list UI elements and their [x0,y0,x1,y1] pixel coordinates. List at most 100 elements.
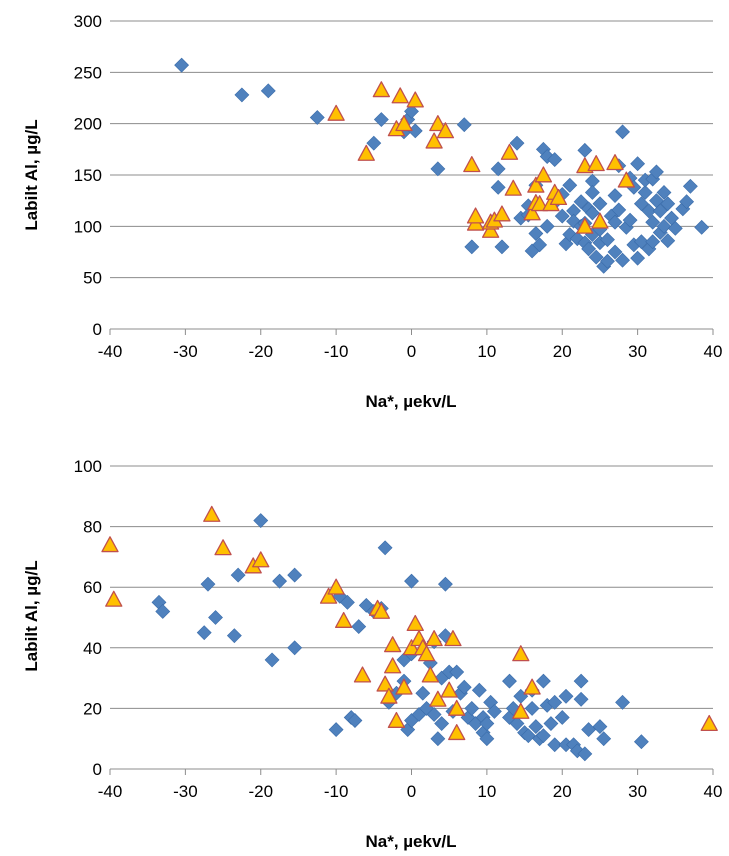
bottom-triangle-point [384,636,402,653]
top-triangle-point [504,179,522,196]
bottom-diamond-point [230,567,246,583]
top-triangle-point [493,205,511,222]
bottom-triangle-point [425,630,443,647]
top-diamond-point [637,185,653,200]
bottom-triangle-point [252,551,270,568]
bottom-diamond-point [592,719,608,735]
bottom-triangle-point [448,723,466,741]
bottom-diamond-point [502,673,517,689]
top-diamond-point [584,185,600,200]
bottom-triangle-point [384,657,402,674]
top-triangle-point [606,154,624,171]
bottom-triangle-point [105,590,123,607]
bottom-triangle-point [444,630,462,647]
bottom-x-tick-label: 20 [553,782,572,801]
top-triangle-point [436,122,455,139]
bottom-diamond-point [486,704,502,719]
top-x-tick-label: -10 [324,342,349,361]
bottom-triangle-point [700,714,718,731]
top-diamond-point [660,233,676,249]
top-triangle-point [617,171,635,188]
bottom-diamond-point [547,737,563,753]
bottom-triangle-point [421,666,439,683]
bottom-y-tick-label: 0 [93,760,102,779]
top-triangle-point [406,91,424,108]
bottom-x-tick-label: 0 [407,782,416,801]
bottom-diamond-point [200,576,216,592]
bottom-diamond-point [456,679,472,695]
top-diamond-point [645,214,661,230]
top-triangle-point [523,204,541,221]
bottom-triangle-point [417,645,436,662]
bottom-triangle-point [203,505,221,522]
bottom-diamond-point [272,573,288,589]
bottom-diamond-point [404,573,419,589]
bottom-diamond-point [479,716,495,731]
bottom-triangle-point [327,578,345,595]
top-triangle-point [576,217,594,234]
top-diamond-point [509,135,525,151]
top-diamond-point [309,110,325,125]
top-triangle-point [372,81,391,98]
top-y-tick-label: 300 [74,12,102,31]
top-x-axis-title: Na*, µekv/L [365,392,456,411]
top-diamond-point [581,241,597,257]
top-triangle-point [527,176,545,193]
bottom-diamond-point [434,716,450,731]
top-diamond-point [649,164,664,180]
top-diamond-point [404,103,419,119]
bottom-diamond-point [558,688,574,704]
top-diamond-point [600,253,615,269]
top-triangle-point [549,188,568,206]
top-diamond-point [652,203,668,219]
top-diamond-point [430,161,446,177]
bottom-diamond-point [437,576,453,592]
top-triangle-point [357,144,375,161]
bottom-diamond-point [328,722,344,738]
bottom-x-tick-label: 40 [704,782,723,801]
bottom-triangle-point [372,602,391,619]
bottom-triangle-point [387,711,406,728]
top-diamond-point [592,196,608,212]
top-diamond-point [456,117,472,133]
top-diamond-point [630,156,646,172]
bottom-diamond-point [430,731,446,747]
top-diamond-point [622,212,638,228]
bottom-x-tick-label: -10 [324,782,349,801]
top-diamond-point [607,188,623,203]
top-y-tick-label: 150 [74,166,102,185]
top-scatter-chart: Na*, µekv/L Labilt Al, µg/L 050100150200… [22,12,722,411]
top-triangle-point [530,195,549,212]
bottom-y-tick-label: 40 [83,639,102,658]
top-diamond-point [694,219,710,235]
bottom-diamond-point [208,610,223,625]
bottom-diamond-point [554,710,570,725]
top-y-tick-label: 200 [74,115,102,134]
bottom-diamond-point [347,713,363,728]
bottom-triangle-point [395,678,413,695]
top-diamond-point [615,252,630,268]
top-diamond-point [641,203,657,219]
top-diamond-point [174,57,190,73]
top-diamond-point [494,239,510,255]
top-triangle-point [481,221,500,238]
bottom-diamond-point [633,734,649,750]
bottom-diamond-point [471,682,487,698]
bottom-diamond-point [528,719,544,735]
top-diamond-point [667,220,683,236]
bottom-x-axis-title: Na*, µekv/L [365,832,456,851]
top-x-tick-label: 20 [553,342,572,361]
top-diamond-point [366,135,382,151]
top-triangle-point [500,143,519,160]
bottom-x-tick-label: -30 [173,782,198,801]
top-triangle-point [587,155,605,172]
bottom-triangle-point [406,614,424,632]
top-diamond-point [490,161,506,177]
bottom-diamond-point [196,625,212,641]
bottom-diamond-point [287,640,303,656]
bottom-triangle-point [402,639,421,656]
bottom-triangle-point [319,587,338,604]
bottom-diamond-point [573,673,589,689]
top-diamond-point [528,226,544,241]
top-x-tick-label: -40 [98,342,123,361]
